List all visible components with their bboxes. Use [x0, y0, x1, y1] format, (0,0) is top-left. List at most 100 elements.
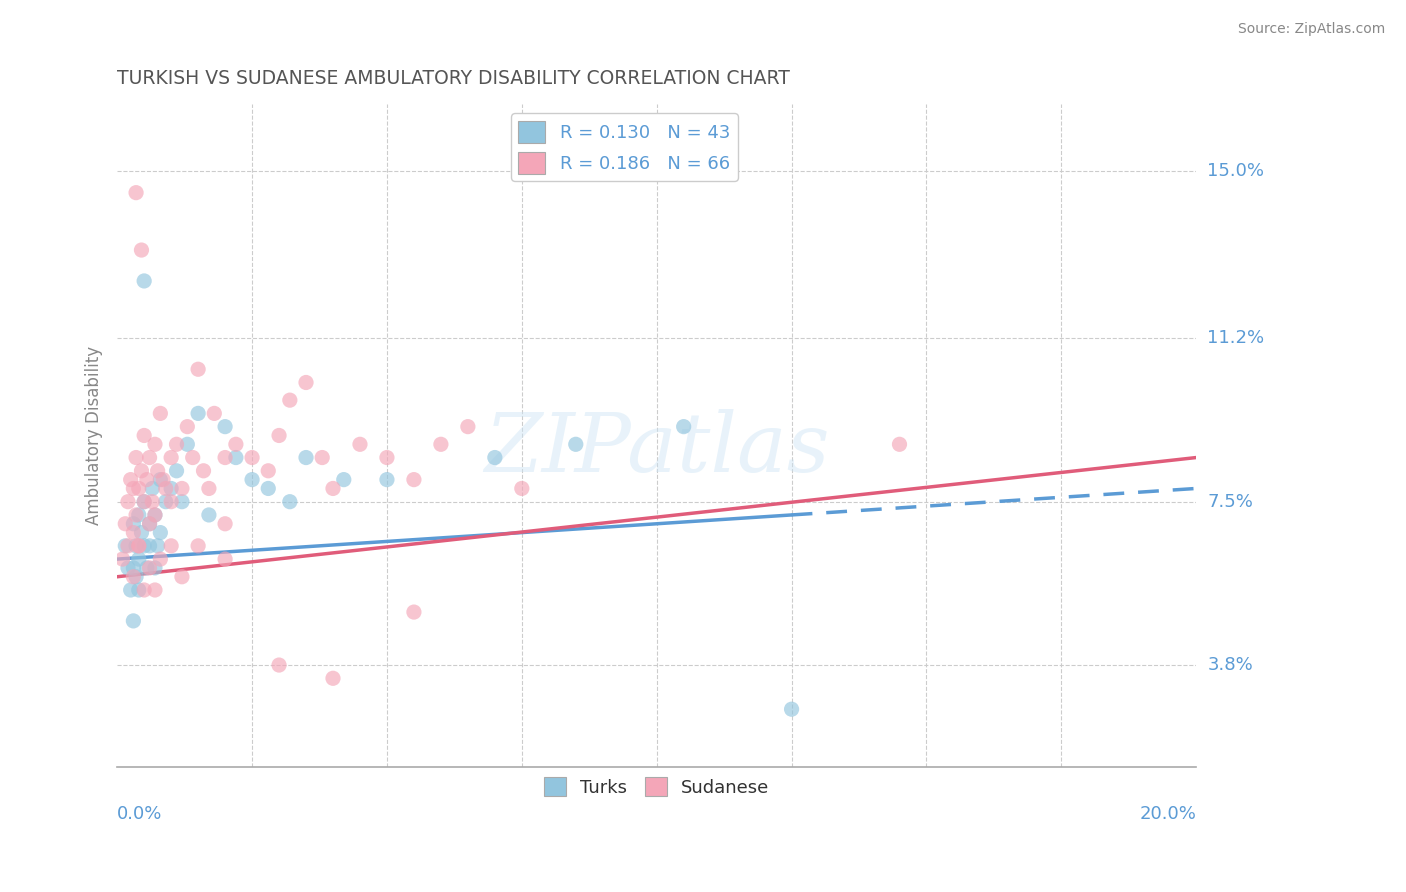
Point: [125, 450, 148, 465]
Text: 20.0%: 20.0%: [1139, 805, 1197, 823]
Point: [134, 494, 156, 508]
Point: [149, 473, 172, 487]
Point: [122, 570, 145, 584]
Point: [193, 464, 215, 478]
Point: [278, 494, 301, 508]
Point: [889, 437, 911, 451]
Point: [114, 516, 136, 531]
Point: [125, 186, 148, 200]
Point: [375, 450, 398, 465]
Point: [402, 473, 425, 487]
Point: [143, 437, 166, 451]
Point: [122, 614, 145, 628]
Point: [181, 450, 204, 465]
Point: [131, 525, 153, 540]
Point: [278, 393, 301, 408]
Point: [128, 582, 150, 597]
Point: [128, 539, 150, 553]
Point: [141, 494, 163, 508]
Point: [128, 539, 150, 553]
Point: [138, 539, 160, 553]
Text: 7.5%: 7.5%: [1208, 492, 1253, 511]
Point: [125, 508, 148, 522]
Point: [240, 450, 263, 465]
Point: [214, 516, 236, 531]
Point: [120, 473, 142, 487]
Point: [176, 419, 198, 434]
Text: 3.8%: 3.8%: [1208, 656, 1253, 674]
Point: [484, 450, 506, 465]
Point: [138, 516, 160, 531]
Point: [149, 525, 172, 540]
Point: [198, 508, 221, 522]
Point: [122, 525, 145, 540]
Point: [138, 450, 160, 465]
Point: [143, 508, 166, 522]
Point: [375, 473, 398, 487]
Point: [170, 494, 193, 508]
Point: [160, 539, 183, 553]
Point: [225, 450, 247, 465]
Point: [176, 437, 198, 451]
Point: [187, 539, 209, 553]
Point: [149, 406, 172, 420]
Point: [349, 437, 371, 451]
Point: [117, 539, 139, 553]
Point: [510, 482, 533, 496]
Point: [141, 482, 163, 496]
Point: [134, 539, 156, 553]
Point: [146, 464, 169, 478]
Point: [214, 552, 236, 566]
Point: [160, 450, 183, 465]
Text: 15.0%: 15.0%: [1208, 161, 1264, 179]
Text: ZIPatlas: ZIPatlas: [484, 409, 830, 489]
Point: [166, 437, 188, 451]
Point: [114, 539, 136, 553]
Point: [402, 605, 425, 619]
Point: [155, 482, 177, 496]
Point: [128, 482, 150, 496]
Point: [202, 406, 225, 420]
Point: [225, 437, 247, 451]
Point: [322, 482, 344, 496]
Point: [240, 473, 263, 487]
Text: 11.2%: 11.2%: [1208, 329, 1264, 347]
Point: [143, 582, 166, 597]
Point: [134, 274, 156, 288]
Point: [117, 561, 139, 575]
Point: [257, 464, 280, 478]
Point: [322, 671, 344, 685]
Point: [128, 552, 150, 566]
Point: [780, 702, 803, 716]
Point: [170, 482, 193, 496]
Point: [187, 406, 209, 420]
Point: [111, 552, 134, 566]
Point: [155, 494, 177, 508]
Point: [138, 561, 160, 575]
Point: [117, 494, 139, 508]
Point: [198, 482, 221, 496]
Point: [267, 658, 290, 673]
Point: [122, 516, 145, 531]
Point: [134, 428, 156, 442]
Point: [311, 450, 333, 465]
Point: [267, 428, 290, 442]
Point: [295, 376, 318, 390]
Text: 0.0%: 0.0%: [117, 805, 163, 823]
Point: [135, 473, 157, 487]
Text: Source: ZipAtlas.com: Source: ZipAtlas.com: [1237, 22, 1385, 37]
Point: [257, 482, 280, 496]
Point: [128, 508, 150, 522]
Point: [125, 539, 148, 553]
Point: [166, 464, 188, 478]
Point: [125, 570, 148, 584]
Text: TURKISH VS SUDANESE AMBULATORY DISABILITY CORRELATION CHART: TURKISH VS SUDANESE AMBULATORY DISABILIT…: [117, 69, 790, 87]
Point: [138, 516, 160, 531]
Point: [672, 419, 695, 434]
Point: [143, 508, 166, 522]
Point: [134, 494, 156, 508]
Point: [333, 473, 356, 487]
Point: [146, 539, 169, 553]
Point: [214, 419, 236, 434]
Point: [457, 419, 479, 434]
